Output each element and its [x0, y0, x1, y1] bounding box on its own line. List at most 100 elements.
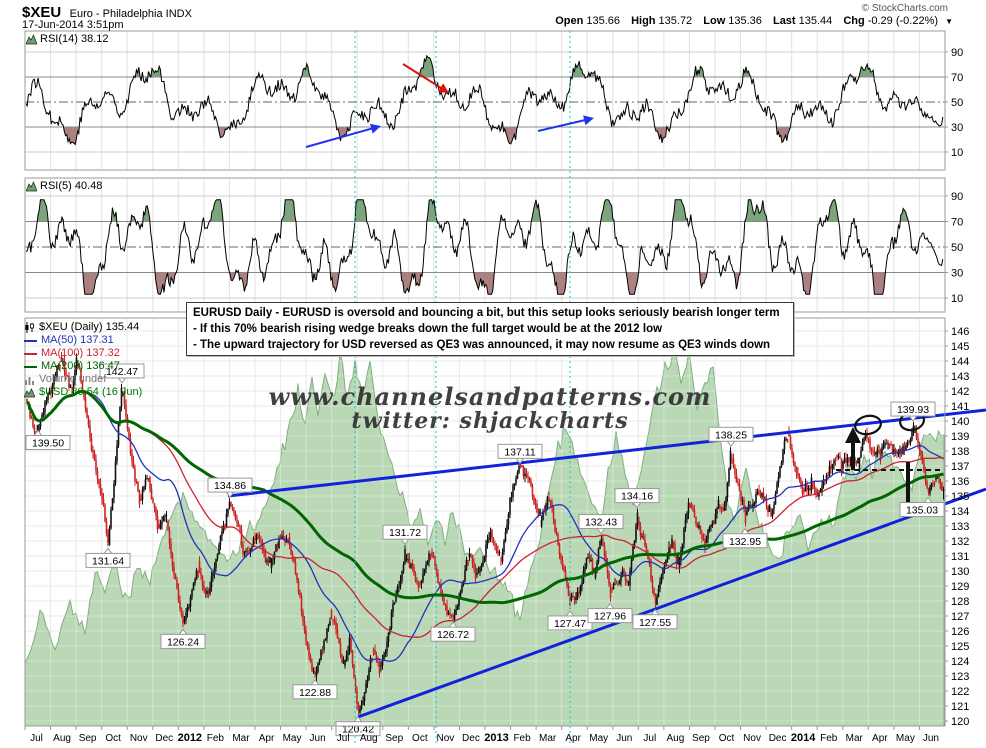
svg-text:128: 128 — [951, 596, 969, 608]
svg-text:139: 139 — [951, 431, 969, 443]
svg-text:132.43: 132.43 — [585, 517, 617, 529]
svg-text:126.24: 126.24 — [167, 636, 199, 648]
svg-text:70: 70 — [951, 217, 963, 229]
svg-text:70: 70 — [951, 72, 963, 84]
legend-item-ma100: MA(100) 137.32 — [24, 347, 142, 360]
svg-text:134: 134 — [951, 506, 969, 518]
ma200-line-icon — [24, 365, 37, 368]
svg-text:136: 136 — [951, 476, 969, 488]
high-label: High — [631, 15, 656, 27]
low-label: Low — [703, 15, 726, 27]
last-value: 135.44 — [798, 15, 833, 27]
svg-text:90: 90 — [951, 191, 963, 203]
svg-text:Jul: Jul — [337, 733, 350, 744]
svg-text:125: 125 — [951, 641, 969, 653]
note-line-3: - The upward trajectory for USD reversed… — [193, 339, 771, 351]
svg-text:90: 90 — [951, 47, 963, 59]
ticker-description: Euro - Philadelphia INDX — [69, 8, 192, 20]
rsi14-legend: RSI(14) 38.12 — [26, 33, 108, 45]
svg-text:30: 30 — [951, 268, 963, 280]
svg-text:Aug: Aug — [53, 733, 71, 744]
chevron-down-icon[interactable]: ▼ — [945, 17, 953, 26]
date-axis: Jul Aug Sep Oct Nov Dec 2012 Feb Mar Apr May Jun Jul… — [24, 726, 939, 744]
svg-text:135: 135 — [951, 491, 969, 503]
ma100-label: MA(100) 137.32 — [41, 347, 120, 359]
svg-text:126.72: 126.72 — [437, 629, 469, 641]
svg-text:141: 141 — [951, 401, 969, 413]
volume-bars-icon — [25, 376, 34, 385]
wedge-lower — [357, 487, 986, 719]
chg-value: -0.29 (-0.22%) — [867, 15, 939, 27]
ma50-label: MA(50) 137.31 — [41, 334, 114, 346]
price-axis: 146 145 144 143 142 141 140 139 138 137 136 135 134 1… — [24, 317, 969, 728]
svg-text:143: 143 — [951, 371, 969, 383]
moving-averages — [26, 389, 944, 662]
svg-text:Mar: Mar — [846, 733, 864, 744]
svg-text:123: 123 — [951, 671, 969, 683]
svg-text:133: 133 — [951, 521, 969, 533]
svg-text:126: 126 — [951, 626, 969, 638]
svg-text:127.55: 127.55 — [639, 617, 671, 629]
trendlines — [227, 408, 986, 719]
ticker-symbol: $XEU — [22, 4, 62, 21]
price-legend-label: $XEU (Daily) 135.44 — [39, 321, 140, 333]
legend-item-ma200: MA(200) 136.47 — [24, 360, 142, 373]
usd-area — [24, 318, 946, 727]
svg-text:Apr: Apr — [872, 733, 888, 744]
svg-text:Dec: Dec — [462, 733, 480, 744]
svg-text:50: 50 — [951, 242, 963, 254]
svg-text:Feb: Feb — [207, 733, 225, 744]
svg-text:2012: 2012 — [178, 732, 202, 744]
svg-text:Jun: Jun — [923, 733, 939, 744]
last-label: Last — [772, 15, 796, 27]
svg-text:May: May — [896, 733, 915, 744]
svg-text:142: 142 — [951, 386, 969, 398]
price-candles — [26, 351, 945, 715]
svg-text:Aug: Aug — [360, 733, 378, 744]
legend-item-volume: Volume undef — [24, 373, 142, 386]
chg-label: Chg — [843, 15, 865, 27]
svg-text:Nov: Nov — [130, 733, 148, 744]
svg-text:Sep: Sep — [385, 733, 403, 744]
svg-text:122.88: 122.88 — [299, 687, 331, 699]
price-legend: $XEU (Daily) 135.44 MA(50) 137.31 MA(100… — [24, 321, 142, 399]
svg-text:Nov: Nov — [436, 733, 454, 744]
open-value: 135.66 — [586, 15, 621, 27]
svg-text:140: 140 — [951, 416, 969, 428]
svg-text:Jun: Jun — [310, 733, 326, 744]
ma50-line-icon — [24, 339, 37, 342]
svg-text:2014: 2014 — [791, 732, 816, 744]
svg-text:Feb: Feb — [513, 733, 531, 744]
svg-text:30: 30 — [951, 122, 963, 134]
svg-text:Sep: Sep — [692, 733, 710, 744]
rsi5-label: RSI(5) 40.48 — [40, 180, 103, 192]
indicator-icon — [26, 33, 37, 44]
svg-text:Jul: Jul — [643, 733, 656, 744]
svg-text:137: 137 — [951, 461, 969, 473]
rsi5-panel: 90 70 50 30 10 — [24, 177, 963, 313]
svg-text:2013: 2013 — [484, 732, 508, 744]
watermark-line1: www.channelsandpatterns.com — [268, 382, 712, 411]
svg-text:124: 124 — [951, 656, 969, 668]
svg-text:135.03: 135.03 — [906, 505, 938, 517]
svg-text:131.72: 131.72 — [389, 527, 421, 539]
svg-text:120.42: 120.42 — [342, 724, 374, 736]
svg-text:130: 130 — [951, 566, 969, 578]
svg-text:146: 146 — [951, 326, 969, 338]
open-label: Open — [555, 15, 584, 27]
svg-text:142.47: 142.47 — [106, 366, 138, 378]
svg-text:132: 132 — [951, 536, 969, 548]
indicator-icon — [26, 180, 37, 191]
candlestick-icon — [25, 322, 34, 333]
svg-text:120: 120 — [951, 716, 969, 728]
rsi14-panel: 90 70 50 30 10 — [24, 30, 963, 171]
svg-text:131.64: 131.64 — [92, 555, 124, 567]
svg-text:131: 131 — [951, 551, 969, 563]
svg-text:127.96: 127.96 — [594, 611, 626, 623]
svg-text:127.47: 127.47 — [554, 618, 586, 630]
svg-text:138.25: 138.25 — [715, 429, 747, 441]
chart-datetime: 17-Jun-2014 3:51pm — [22, 19, 124, 31]
svg-text:May: May — [589, 733, 608, 744]
